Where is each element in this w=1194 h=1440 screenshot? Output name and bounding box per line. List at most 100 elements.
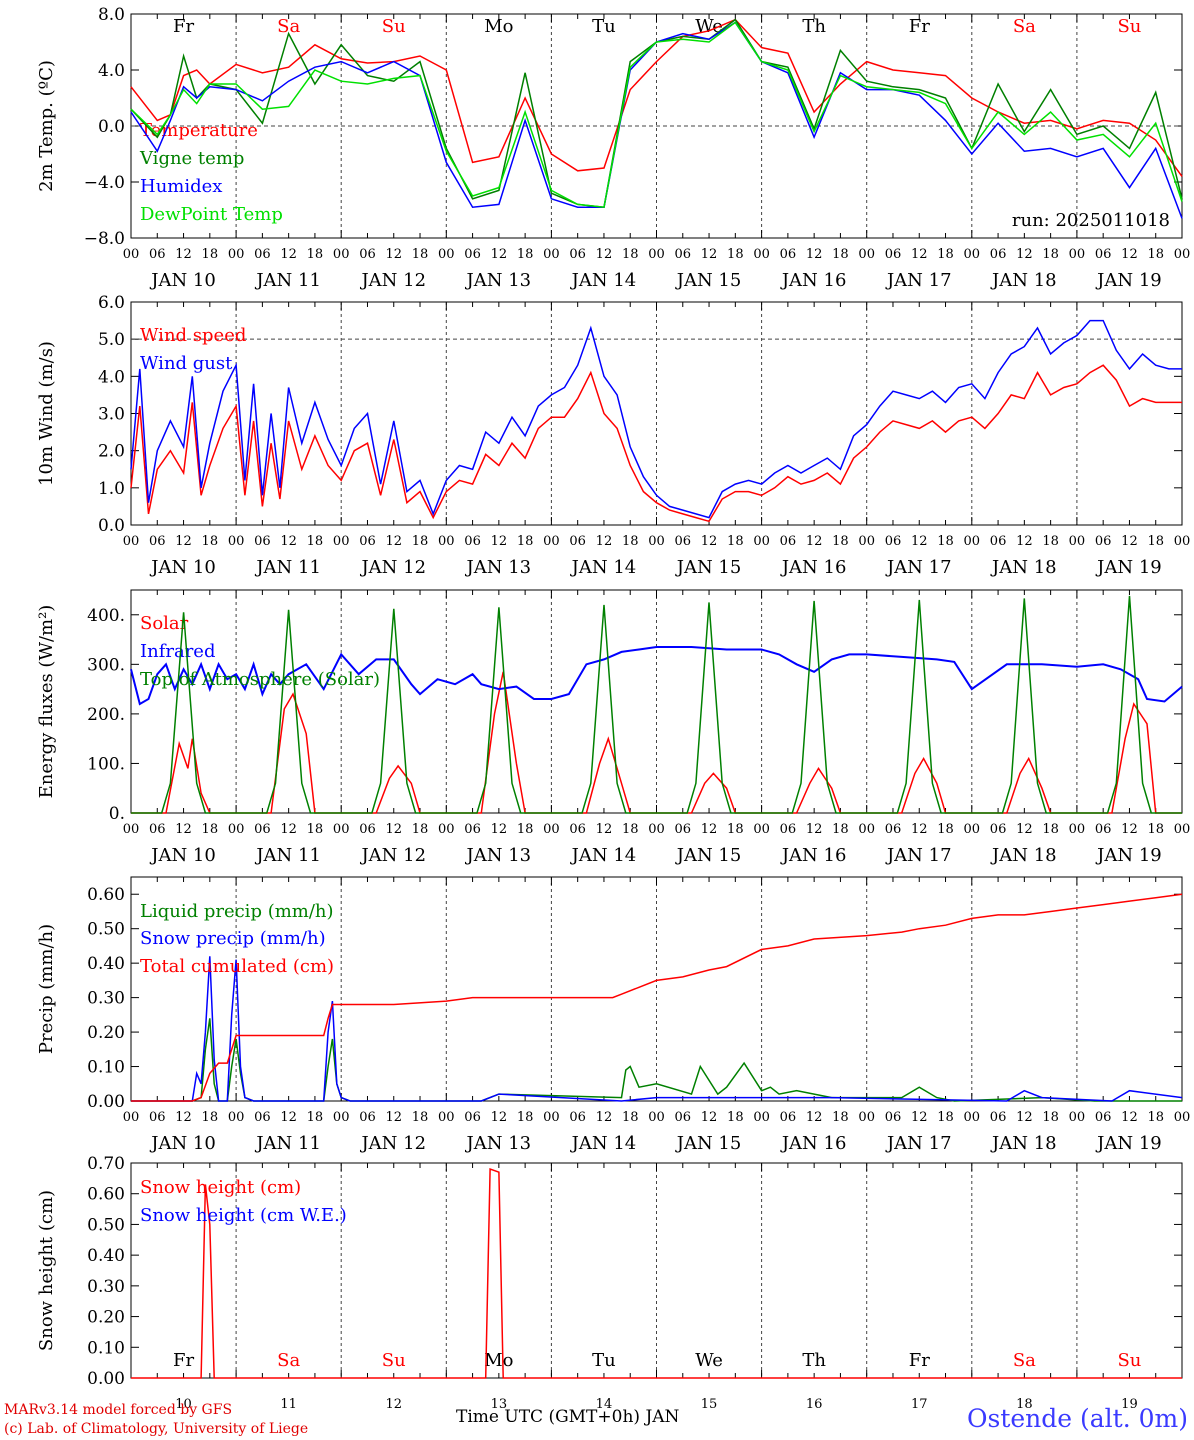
y-tick-label: 0.: [109, 804, 125, 824]
hour-tick-label: 12: [1121, 1110, 1138, 1125]
hour-tick-label: 12: [1016, 534, 1033, 549]
hour-tick-label: 06: [569, 534, 586, 549]
y-tick-label: 100.: [87, 754, 125, 774]
hour-tick-label: 06: [990, 822, 1007, 837]
hour-tick-label: 06: [1095, 1110, 1112, 1125]
hour-tick-label: 18: [202, 1110, 219, 1125]
hour-tick-label: 18: [1147, 1110, 1164, 1125]
hour-tick-label: 12: [596, 247, 613, 262]
y-tick-label: 0.30: [87, 989, 125, 1009]
day-label: JAN 10: [149, 270, 216, 291]
hour-tick-label: 12: [491, 1110, 508, 1125]
legend-entry: Humidex: [140, 176, 222, 197]
hour-tick-label: 18: [1147, 822, 1164, 837]
hour-tick-label: 00: [648, 1110, 665, 1125]
y-tick-label: 2.0: [98, 442, 125, 462]
day-label: JAN 13: [465, 557, 532, 578]
day-label: JAN 10: [149, 845, 216, 866]
day-label: JAN 16: [780, 845, 847, 866]
day-label: JAN 19: [1095, 1133, 1162, 1154]
y-tick-label: 0.10: [87, 1058, 125, 1078]
hour-tick-label: 06: [885, 534, 902, 549]
series-line-infrared: [130, 646, 1183, 706]
hour-tick-label: 18: [727, 534, 744, 549]
legend-entry: Snow height (cm W.E.): [140, 1205, 347, 1226]
hour-tick-label: 12: [385, 1110, 402, 1125]
hour-tick-label: 18: [517, 247, 534, 262]
hour-tick-label: 12: [806, 247, 823, 262]
day-label: JAN 15: [675, 557, 742, 578]
legend-entry: DewPoint Temp: [140, 204, 283, 225]
hour-tick-label: 18: [622, 534, 639, 549]
day-label: JAN 12: [359, 845, 426, 866]
y-tick-label: 4.0: [98, 61, 125, 81]
day-number-label: 13: [491, 1397, 508, 1412]
y-tick-label: 5.0: [98, 330, 125, 350]
hour-tick-label: 12: [806, 534, 823, 549]
panel-2: 6.0 5.0 4.0 3.0 2.0 1.0 0.0 10m Wind (m/s) 00 06 1…: [36, 293, 1190, 578]
hour-tick-label: 00: [964, 1110, 981, 1125]
day-label: JAN 17: [885, 845, 952, 866]
hour-tick-label: 12: [175, 822, 192, 837]
hour-tick-label: 00: [333, 822, 350, 837]
y-tick-label: 0.0: [98, 117, 125, 137]
y-tick-label: −4.0: [84, 173, 125, 193]
hour-tick-label: 00: [228, 247, 245, 262]
hour-tick-label: 12: [911, 247, 928, 262]
day-label: JAN 10: [149, 1133, 216, 1154]
hour-tick-label: 12: [701, 247, 718, 262]
hour-tick-label: 00: [438, 1110, 455, 1125]
hour-tick-label: 00: [228, 822, 245, 837]
series-line-wind-gust: [130, 319, 1182, 519]
hour-tick-label: 12: [1016, 247, 1033, 262]
y-tick-label: 0.60: [87, 1185, 125, 1205]
legend-entry: Vigne temp: [139, 148, 244, 169]
day-label: JAN 10: [149, 557, 216, 578]
day-label: JAN 16: [780, 557, 847, 578]
plot-frame: [130, 301, 1183, 526]
day-label: JAN 19: [1095, 845, 1162, 866]
hour-tick-label: 18: [412, 247, 429, 262]
hour-tick-label: 00: [858, 1110, 875, 1125]
legend-entry: Top of Atmosphere (Solar): [140, 669, 380, 690]
hour-tick-label: 06: [1095, 822, 1112, 837]
y-tick-label: 0.20: [87, 1023, 125, 1043]
hour-tick-label: 18: [622, 1110, 639, 1125]
y-tick-label: 0.20: [87, 1308, 125, 1328]
credit-model: MARv3.14 model forced by GFS: [4, 1402, 233, 1418]
day-label: JAN 18: [990, 557, 1057, 578]
hour-tick-label: 12: [701, 534, 718, 549]
day-label: JAN 19: [1095, 557, 1162, 578]
hour-tick-label: 18: [1042, 822, 1059, 837]
hour-tick-label: 00: [1174, 822, 1191, 837]
day-number-label: 15: [701, 1397, 718, 1412]
weekday-label: Tu: [592, 1350, 616, 1371]
hour-tick-label: 00: [753, 822, 770, 837]
hour-tick-label: 18: [937, 822, 954, 837]
hour-tick-label: 06: [780, 1110, 797, 1125]
hour-tick-label: 18: [832, 534, 849, 549]
hour-tick-label: 06: [675, 534, 692, 549]
hour-tick-label: 12: [280, 534, 297, 549]
day-label: JAN 15: [675, 845, 742, 866]
hour-tick-label: 18: [307, 822, 324, 837]
day-label: JAN 18: [990, 845, 1057, 866]
hour-tick-label: 12: [1121, 822, 1138, 837]
hour-tick-label: 00: [123, 1110, 140, 1125]
hour-tick-label: 00: [438, 534, 455, 549]
hour-tick-label: 06: [885, 1110, 902, 1125]
weekday-label: Su: [1117, 1350, 1141, 1371]
hour-tick-label: 00: [858, 534, 875, 549]
hour-tick-label: 12: [280, 247, 297, 262]
hour-tick-label: 18: [412, 534, 429, 549]
hour-tick-label: 12: [911, 822, 928, 837]
location-label: Ostende (alt. 0m): [967, 1404, 1188, 1433]
hour-tick-label: 18: [307, 247, 324, 262]
hour-tick-label: 12: [385, 247, 402, 262]
hour-tick-label: 00: [964, 534, 981, 549]
hour-tick-label: 18: [412, 822, 429, 837]
hour-tick-label: 06: [780, 822, 797, 837]
hour-tick-label: 18: [727, 822, 744, 837]
hour-tick-label: 00: [964, 247, 981, 262]
legend-entry: Snow precip (mm/h): [140, 928, 326, 949]
